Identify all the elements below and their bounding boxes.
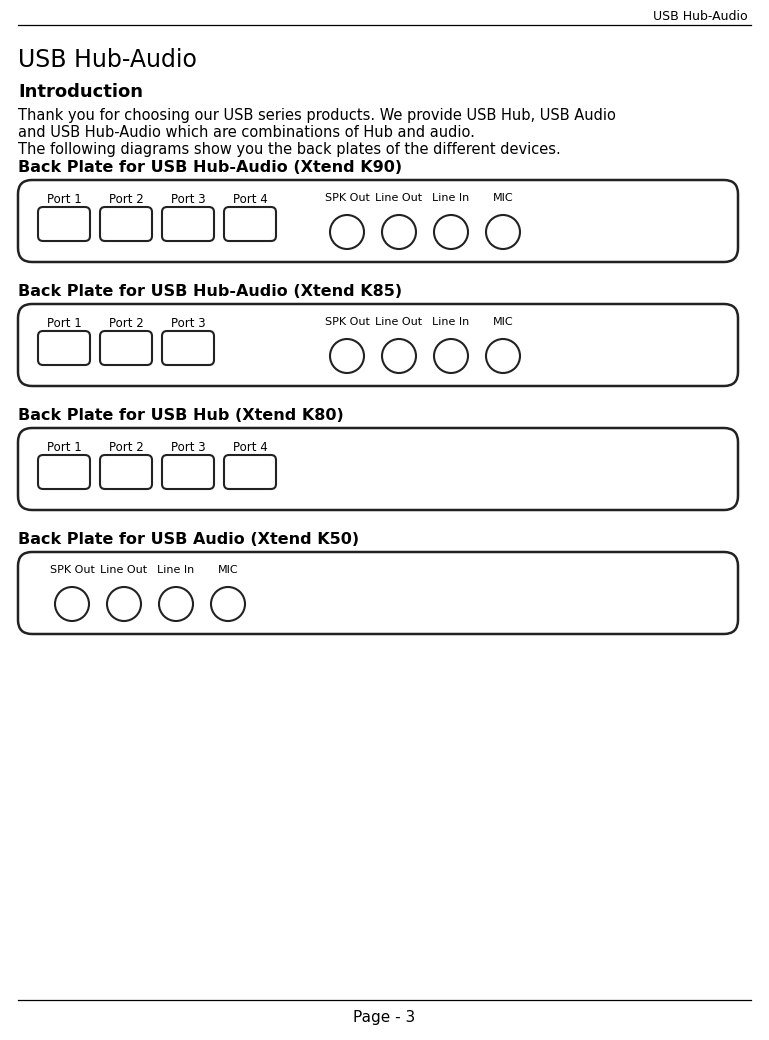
Text: Back Plate for USB Audio (Xtend K50): Back Plate for USB Audio (Xtend K50) [18, 532, 359, 547]
Circle shape [486, 215, 520, 249]
Circle shape [434, 215, 468, 249]
Circle shape [434, 339, 468, 373]
FancyBboxPatch shape [224, 207, 276, 241]
Text: Introduction: Introduction [18, 83, 143, 101]
Text: Port 3: Port 3 [171, 193, 205, 206]
Text: Page - 3: Page - 3 [353, 1010, 415, 1025]
Text: Port 1: Port 1 [47, 317, 82, 330]
FancyBboxPatch shape [38, 456, 90, 489]
Text: MIC: MIC [493, 193, 514, 203]
FancyBboxPatch shape [18, 428, 738, 510]
Circle shape [382, 339, 416, 373]
Text: MIC: MIC [493, 317, 514, 327]
Text: Port 4: Port 4 [233, 441, 268, 454]
Text: Port 4: Port 4 [233, 193, 268, 206]
Circle shape [211, 587, 245, 621]
Text: SPK Out: SPK Out [49, 565, 95, 575]
FancyBboxPatch shape [38, 207, 90, 241]
Text: Port 2: Port 2 [108, 441, 143, 454]
Text: USB Hub-Audio: USB Hub-Audio [18, 48, 197, 72]
Text: Back Plate for USB Hub-Audio (Xtend K85): Back Plate for USB Hub-Audio (Xtend K85) [18, 284, 402, 300]
FancyBboxPatch shape [100, 331, 152, 365]
Circle shape [330, 339, 364, 373]
Text: Port 3: Port 3 [171, 441, 205, 454]
Text: MIC: MIC [218, 565, 238, 575]
Circle shape [330, 215, 364, 249]
Text: Port 1: Port 1 [47, 193, 82, 206]
Text: Back Plate for USB Hub (Xtend K80): Back Plate for USB Hub (Xtend K80) [18, 408, 344, 423]
Circle shape [159, 587, 193, 621]
FancyBboxPatch shape [224, 456, 276, 489]
Circle shape [382, 215, 416, 249]
Text: Thank you for choosing our USB series products. We provide USB Hub, USB Audio: Thank you for choosing our USB series pr… [18, 108, 616, 123]
Text: Port 2: Port 2 [108, 317, 143, 330]
FancyBboxPatch shape [162, 207, 214, 241]
FancyBboxPatch shape [100, 207, 152, 241]
FancyBboxPatch shape [18, 552, 738, 634]
Text: and USB Hub-Audio which are combinations of Hub and audio.: and USB Hub-Audio which are combinations… [18, 125, 475, 140]
Text: Port 3: Port 3 [171, 317, 205, 330]
Text: Line Out: Line Out [375, 193, 422, 203]
Text: Line In: Line In [158, 565, 195, 575]
Text: Line In: Line In [432, 193, 470, 203]
Text: Line In: Line In [432, 317, 470, 327]
Text: Line Out: Line Out [101, 565, 148, 575]
Text: SPK Out: SPK Out [325, 317, 369, 327]
Text: USB Hub-Audio: USB Hub-Audio [654, 10, 748, 23]
Circle shape [486, 339, 520, 373]
FancyBboxPatch shape [162, 331, 214, 365]
FancyBboxPatch shape [18, 304, 738, 386]
FancyBboxPatch shape [38, 331, 90, 365]
FancyBboxPatch shape [18, 180, 738, 262]
Circle shape [107, 587, 141, 621]
Text: Port 1: Port 1 [47, 441, 82, 454]
Text: Port 2: Port 2 [108, 193, 143, 206]
FancyBboxPatch shape [162, 456, 214, 489]
Text: SPK Out: SPK Out [325, 193, 369, 203]
Text: Back Plate for USB Hub-Audio (Xtend K90): Back Plate for USB Hub-Audio (Xtend K90) [18, 160, 402, 175]
FancyBboxPatch shape [100, 456, 152, 489]
Text: The following diagrams show you the back plates of the different devices.: The following diagrams show you the back… [18, 142, 561, 157]
Text: Line Out: Line Out [375, 317, 422, 327]
Circle shape [55, 587, 89, 621]
